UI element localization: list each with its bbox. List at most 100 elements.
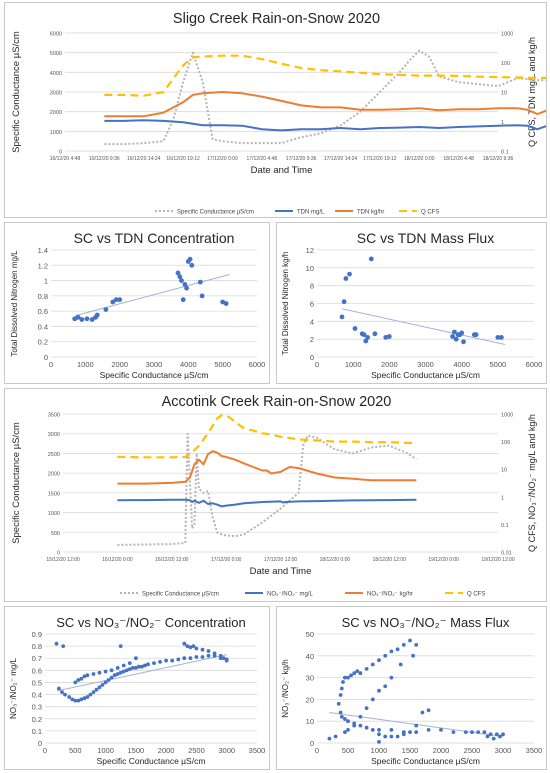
y-tick-label: 10 (306, 717, 314, 726)
sligo-conc-panel: SC vs TDN Concentration 0 0.2 0.4 0.6 0.8 1 1.2… (4, 222, 270, 384)
x-tick-label: 18/12/20 12:00 (373, 557, 407, 563)
data-point (179, 278, 184, 283)
data-point (352, 671, 357, 676)
y-tick-label: 500 (51, 531, 60, 537)
x-tick-label: 1000 (77, 360, 94, 369)
data-point (383, 653, 388, 658)
data-point (109, 675, 114, 680)
x-tick-label: 1000 (371, 746, 388, 755)
x-tick-label: 16/12/20 14:24 (127, 156, 161, 162)
y-tick-label: 6000 (50, 32, 62, 38)
data-point (501, 732, 505, 737)
chart-title: SC vs TDN Mass Flux (357, 230, 494, 246)
data-point (327, 736, 332, 741)
data-point (494, 732, 499, 737)
y-tick-label: 1500 (48, 491, 60, 497)
data-point (383, 335, 389, 340)
data-point (372, 331, 378, 337)
data-point (143, 663, 147, 668)
data-point (130, 666, 135, 670)
y-tick-label: 0.7 (32, 654, 42, 663)
y-axis-title: NO₃⁻/NO₂⁻ kg/h (281, 659, 290, 717)
data-point (339, 314, 345, 320)
data-point (182, 641, 187, 646)
y2-axis-title: Q CFS, NO₃⁻/NO₂⁻ mg/L and kg/h (527, 414, 537, 552)
y-tick-label: 0.3 (32, 703, 42, 712)
x-tick-label: 19/12/20 0:00 (428, 557, 459, 563)
y-tick-label: 8 (310, 282, 314, 291)
data-point (364, 706, 369, 710)
y-axis-title-group: Total Dissolved Nitrogen mg/L (10, 250, 19, 357)
chart-title: Sligo Creek Rain-on-Snow 2020 (173, 11, 380, 27)
data-point (346, 719, 350, 724)
series-line-1 (117, 498, 417, 508)
legend-label: NO₃⁻/NO₂⁻ kg/hr (367, 592, 413, 598)
y2-tick-label: 1000 (501, 32, 513, 38)
data-point (491, 736, 496, 741)
series-line-2 (104, 91, 546, 118)
chart-title: SC vs TDN Concentration (74, 230, 235, 246)
y-tick-label: 30 (306, 674, 314, 683)
data-point (370, 697, 375, 702)
y-axis-title-group: Specific Conductance µS/cm (11, 31, 22, 153)
y-axis-title: Specific Conductance µS/cm (11, 422, 22, 544)
data-point (452, 329, 457, 335)
data-point (426, 728, 431, 732)
data-point (175, 270, 181, 276)
x-tick-label: 17/12/20 14:24 (324, 156, 358, 162)
data-point (121, 669, 126, 674)
y-axis-title: NO₃⁻/NO₂⁻ mg/L (9, 657, 18, 719)
x-tick-label: 17/12/20 4:48 (247, 156, 278, 162)
accotink-timeseries-chart: Accotink Creek Rain-on-Snow 202005001000… (11, 394, 537, 598)
chart-title: Accotink Creek Rain-on-Snow 2020 (162, 394, 392, 410)
data-point (485, 734, 490, 739)
y-tick-label: 2000 (48, 472, 60, 478)
y-tick-label: 0.8 (32, 642, 42, 651)
data-point (110, 299, 116, 305)
data-point (191, 644, 196, 648)
data-point (124, 668, 129, 673)
data-point (218, 653, 223, 658)
data-point (73, 698, 78, 703)
data-point (499, 335, 504, 340)
series-line-0 (117, 432, 417, 546)
y-tick-label: 40 (306, 652, 314, 661)
data-point (476, 730, 481, 734)
x-tick-label: 5000 (489, 360, 506, 369)
data-point (224, 657, 229, 662)
data-point (134, 656, 138, 661)
data-point (113, 297, 119, 303)
data-point (343, 717, 347, 721)
trendline (342, 308, 506, 346)
data-point (352, 721, 357, 726)
x-tick-label: 1000 (345, 360, 362, 369)
data-point (377, 728, 381, 732)
data-point (377, 732, 381, 737)
y-tick-label: 3000 (48, 432, 60, 438)
x-tick-label: 2500 (464, 746, 481, 755)
data-point (420, 710, 425, 715)
data-point (76, 698, 81, 703)
data-point (361, 332, 367, 338)
y-axis-title-group: NO₃⁻/NO₂⁻ kg/h (281, 659, 290, 717)
data-point (488, 732, 493, 737)
x-tick-label: 3000 (417, 360, 434, 369)
data-point (426, 708, 431, 713)
data-point (82, 696, 87, 701)
data-point (363, 338, 369, 344)
legend-label: TDN kg/hr (357, 210, 384, 216)
y-tick-label: 2 (310, 335, 314, 344)
y2-tick-label: 1 (501, 120, 504, 126)
data-point (338, 710, 343, 715)
data-point (82, 674, 87, 679)
y-tick-label: 20 (306, 695, 314, 704)
x-tick-label: 2000 (381, 360, 398, 369)
x-tick-label: 18/12/20 9:36 (483, 156, 514, 162)
data-point (85, 673, 90, 678)
data-point (498, 734, 502, 739)
data-point (140, 664, 144, 669)
trendline (74, 273, 230, 317)
y2-axis-title-group: Q CFS, TDN mg/L and kg/h (527, 37, 537, 147)
data-point (117, 297, 123, 303)
